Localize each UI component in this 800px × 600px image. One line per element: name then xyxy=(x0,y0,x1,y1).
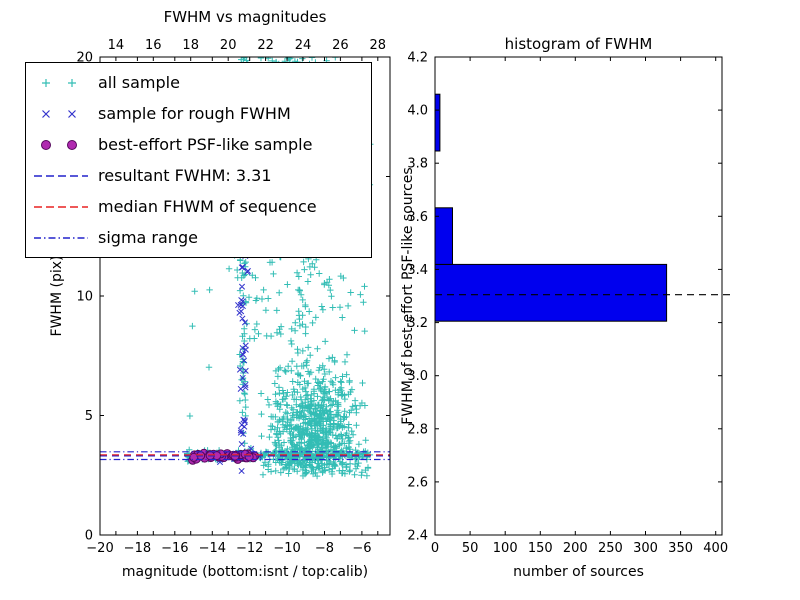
tick-label: −20 xyxy=(86,541,113,556)
tick-label: 3.4 xyxy=(407,263,428,278)
tick-label: 16 xyxy=(145,38,162,53)
legend-item-sigma-range: sigma range xyxy=(32,222,363,253)
legend-label: median FHWM of sequence xyxy=(98,197,317,216)
legend-label: all sample xyxy=(98,73,180,92)
tick-label: −8 xyxy=(315,541,334,556)
tick-label: 3.6 xyxy=(407,210,428,225)
tick-label: 2.4 xyxy=(407,529,428,544)
legend-item-all-sample: all sample xyxy=(32,67,363,98)
tick-label: −10 xyxy=(273,541,300,556)
tick-label: 3.8 xyxy=(407,157,428,172)
tick-label: 0 xyxy=(431,541,439,556)
tick-label: 3.2 xyxy=(407,316,428,331)
tick-label: 100 xyxy=(493,541,518,556)
legend-item-sample-for-rough-fwhm: sample for rough FWHM xyxy=(32,98,363,129)
tick-label: 150 xyxy=(528,541,553,556)
right-plot-xlabel: number of sources xyxy=(513,564,644,580)
legend-dashdot-line-icon xyxy=(34,236,88,239)
tick-label: −14 xyxy=(199,541,226,556)
legend-item-median-fhwm-of-sequence: median FHWM of sequence xyxy=(32,191,363,222)
legend-item-resultant-fwhm-3-31: resultant FWHM: 3.31 xyxy=(32,160,363,191)
tick-label: 10 xyxy=(76,290,93,305)
tick-label: 20 xyxy=(220,38,237,53)
legend-label: sample for rough FWHM xyxy=(98,104,291,123)
legend-plus-icon xyxy=(42,78,76,87)
legend-x-icon xyxy=(42,109,76,118)
tick-label: 350 xyxy=(668,541,693,556)
tick-label: 4.0 xyxy=(407,104,428,119)
tick-label: 4.2 xyxy=(407,51,428,66)
right-plot-spines xyxy=(434,56,723,536)
tick-label: 400 xyxy=(703,541,728,556)
tick-label: 28 xyxy=(370,38,387,53)
tick-label: 2.8 xyxy=(407,422,428,437)
tick-label: 200 xyxy=(563,541,588,556)
left-plot-xlabel: magnitude (bottom:isnt / top:calib) xyxy=(121,564,369,580)
tick-label: 250 xyxy=(598,541,623,556)
legend-label: resultant FWHM: 3.31 xyxy=(98,166,272,185)
tick-label: 3.0 xyxy=(407,369,428,384)
tick-label: −6 xyxy=(352,541,371,556)
histogram-bar xyxy=(434,263,668,322)
tick-label: 26 xyxy=(332,38,349,53)
legend: all sample sample for rough FWHM best-effo… xyxy=(25,62,372,258)
legend-item-best-effort-psf-like-sample: best-effort PSF-like sample xyxy=(32,129,363,160)
left-plot-ylabel: FWHM (pix) xyxy=(49,255,65,337)
legend-dashed-line-icon xyxy=(34,174,88,177)
tick-label: −12 xyxy=(236,541,263,556)
histogram-bars xyxy=(434,93,668,322)
tick-label: 0 xyxy=(85,529,93,544)
tick-label: −18 xyxy=(124,541,151,556)
tick-label: 22 xyxy=(257,38,274,53)
left-plot-title: FWHM vs magnitudes xyxy=(163,8,327,26)
legend-label: best-effort PSF-like sample xyxy=(98,135,313,154)
tick-label: 2.6 xyxy=(407,475,428,490)
tick-label: −16 xyxy=(161,541,188,556)
right-plot-title: histogram of FWHM xyxy=(504,35,653,53)
histogram-bar xyxy=(434,93,441,152)
legend-dashed-line-icon xyxy=(34,205,88,208)
tick-label: 20 xyxy=(76,51,93,66)
right-plot-ylabel: FWHM of best-effort PSF-like sources xyxy=(400,167,416,425)
legend-circle-icon xyxy=(41,139,77,150)
tick-label: 50 xyxy=(462,541,479,556)
tick-label: 24 xyxy=(295,38,312,53)
tick-label: 5 xyxy=(85,409,93,424)
tick-label: 18 xyxy=(182,38,199,53)
tick-label: 14 xyxy=(108,38,125,53)
tick-label: 300 xyxy=(633,541,658,556)
legend-label: sigma range xyxy=(98,228,198,247)
